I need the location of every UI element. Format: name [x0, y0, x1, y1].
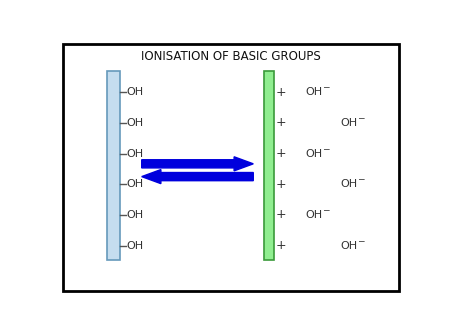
Text: −: − [322, 205, 330, 214]
Text: OH: OH [126, 149, 144, 159]
Text: OH: OH [306, 87, 323, 97]
Text: OH: OH [341, 118, 358, 128]
Text: OH: OH [341, 241, 358, 251]
Text: OH: OH [126, 241, 144, 251]
Text: +: + [276, 208, 287, 221]
Text: +: + [276, 117, 287, 129]
Bar [264, 70, 274, 260]
FancyArrow shape [142, 170, 253, 184]
Text: +: + [276, 147, 287, 160]
Text: +: + [276, 86, 287, 99]
Text: OH: OH [126, 210, 144, 220]
Text: OH: OH [341, 179, 358, 189]
Text: OH: OH [306, 149, 323, 159]
Text: −: − [357, 113, 364, 122]
Bar [107, 70, 120, 260]
Text: +: + [276, 178, 287, 191]
Text: −: − [357, 175, 364, 184]
Text: IONISATION OF BASIC GROUPS: IONISATION OF BASIC GROUPS [141, 50, 320, 63]
FancyArrow shape [142, 157, 253, 171]
Text: OH: OH [126, 118, 144, 128]
Text: −: − [357, 236, 364, 245]
Text: OH: OH [126, 179, 144, 189]
Text: −: − [322, 144, 330, 153]
Text: −: − [322, 83, 330, 92]
Text: +: + [276, 239, 287, 252]
Text: OH: OH [126, 87, 144, 97]
Text: OH: OH [306, 210, 323, 220]
